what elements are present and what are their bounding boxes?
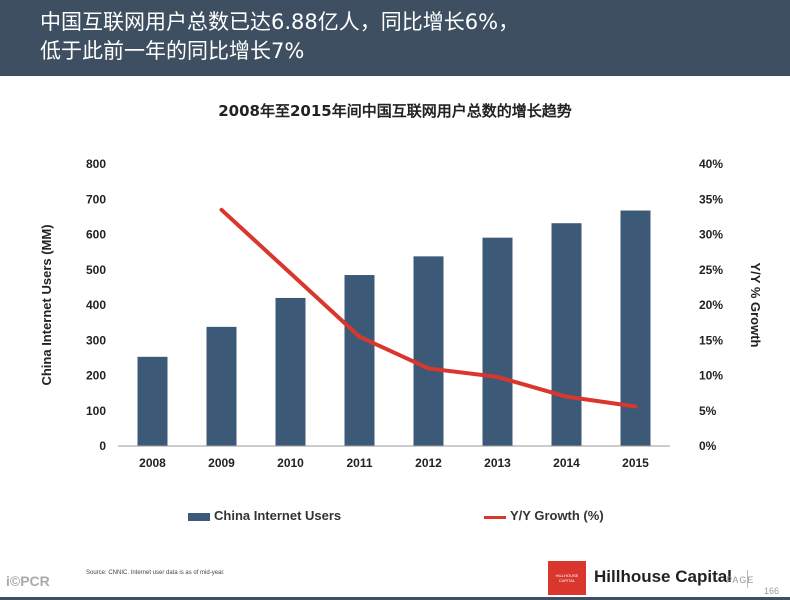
y2-tick-label: 10% — [699, 369, 723, 383]
x-axis-tick-labels: 2008 2009 2010 2011 2012 2013 2014 2015 — [139, 456, 649, 470]
x-tick-label: 2015 — [622, 456, 649, 470]
bar — [137, 356, 168, 446]
bar-series — [137, 210, 651, 446]
chart-title: 2008年至2015年间中国互联网用户总数的增长趋势 — [218, 102, 572, 120]
y-axis-tick-labels: 0 100 200 300 400 500 600 700 800 — [86, 157, 106, 453]
x-tick-label: 2008 — [139, 456, 166, 470]
page-number: 166 — [764, 586, 780, 596]
page-title-line-1: 中国互联网用户总数已达6.88亿人，同比增长6%， — [40, 10, 520, 34]
y-tick-label: 600 — [86, 228, 106, 242]
y-tick-label: 500 — [86, 263, 106, 277]
y2-tick-label: 25% — [699, 263, 723, 277]
page-title-line-2: 低于此前一年的同比增长7% — [40, 39, 305, 63]
brand-separator — [747, 570, 748, 588]
legend-label-growth: Y/Y Growth (%) — [510, 508, 604, 523]
bar — [413, 256, 444, 446]
y2-tick-label: 15% — [699, 333, 723, 347]
footer-line — [0, 597, 790, 600]
y2-tick-label: 5% — [699, 404, 717, 418]
x-tick-label: 2014 — [553, 456, 580, 470]
page-title: 中国互联网用户总数已达6.88亿人，同比增长6%， 低于此前一年的同比增长7% — [40, 8, 760, 66]
legend-swatch-users — [188, 513, 210, 521]
header-bar: 中国互联网用户总数已达6.88亿人，同比增长6%， 低于此前一年的同比增长7% — [0, 0, 790, 76]
source-note: Source: CNNIC. Internet user data is as … — [86, 570, 225, 576]
y-tick-label: 0 — [99, 439, 106, 453]
y2-tick-label: 20% — [699, 298, 723, 312]
y2-tick-label: 0% — [699, 439, 717, 453]
logo-text: HILLHOUSE CAPITAL — [555, 573, 579, 583]
bar — [551, 223, 582, 446]
y-tick-label: 200 — [86, 369, 106, 383]
hillhouse-logo: HILLHOUSE CAPITAL — [548, 561, 586, 595]
watermark-text: i©PCR — [6, 573, 50, 589]
y-axis-label: China Internet Users (MM) — [39, 224, 54, 385]
x-tick-label: 2009 — [208, 456, 235, 470]
bar — [344, 275, 375, 446]
line-series — [219, 207, 638, 409]
y2-tick-label: 40% — [699, 157, 723, 171]
x-tick-label: 2012 — [415, 456, 442, 470]
bar — [482, 237, 513, 446]
y2-tick-label: 30% — [699, 228, 723, 242]
line-point — [428, 367, 429, 369]
y-tick-label: 100 — [86, 404, 106, 418]
legend-label-users: China Internet Users — [214, 508, 342, 523]
y-tick-label: 700 — [86, 192, 106, 206]
y-tick-label: 300 — [86, 333, 106, 347]
line-point — [497, 376, 498, 378]
line-point — [290, 272, 291, 274]
x-tick-label: 2011 — [346, 456, 372, 470]
bar — [206, 326, 237, 446]
line-point — [566, 396, 567, 398]
bar — [275, 297, 306, 446]
y-tick-label: 400 — [86, 298, 106, 312]
x-tick-label: 2013 — [484, 456, 511, 470]
page-label: PAGE — [726, 575, 755, 585]
y2-axis-tick-labels: 0% 5% 10% 15% 20% 25% 30% 35% 40% — [699, 157, 723, 453]
x-tick-label: 2010 — [277, 456, 304, 470]
line-point — [359, 336, 360, 338]
line-point — [221, 209, 222, 211]
brand-name: Hillhouse Capital — [594, 567, 732, 586]
y2-axis-label: Y/Y % Growth — [748, 263, 763, 348]
bar — [620, 210, 651, 446]
y-tick-label: 800 — [86, 157, 106, 171]
y2-tick-label: 35% — [699, 192, 723, 206]
line-point — [635, 406, 636, 408]
legend-swatch-growth — [484, 516, 506, 519]
